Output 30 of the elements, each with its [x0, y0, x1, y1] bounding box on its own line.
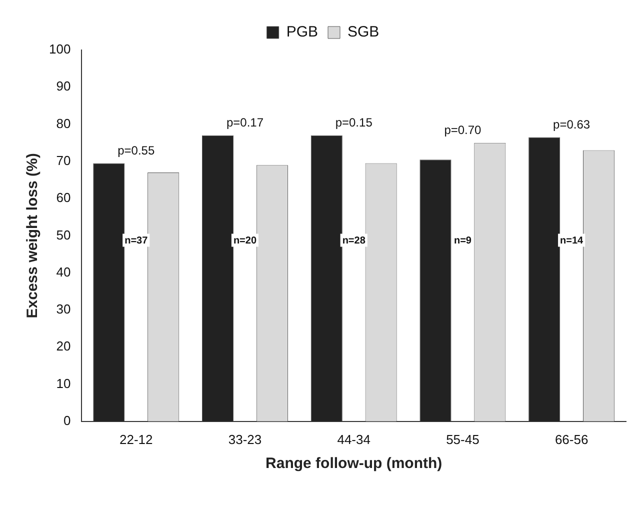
y-tick-label: 80	[56, 116, 71, 131]
y-tick-label: 70	[56, 153, 71, 168]
y-tick-label: 40	[56, 264, 71, 280]
x-tick-label: 44-34	[337, 432, 370, 447]
y-tick-label: 10	[56, 376, 71, 391]
y-tick-label: 90	[56, 78, 71, 94]
y-tick-label: 0	[63, 412, 71, 428]
y-axis-title: Excess weight loss (%)	[24, 153, 42, 318]
annotation: p=0.55	[118, 144, 155, 158]
x-tick-label: 22-12	[119, 432, 153, 447]
x-axis-title: Range follow-up (month)	[266, 455, 442, 472]
annotation: p=0.70	[444, 123, 482, 138]
annotation: n=9	[454, 235, 472, 246]
y-tick-label: 60	[56, 190, 71, 206]
annotation: p=0.15	[335, 116, 373, 130]
annotation: n=37	[124, 235, 148, 246]
x-tick-label: 33-23	[228, 432, 262, 447]
annotation: n=14	[560, 235, 584, 246]
y-tick-label: 30	[56, 302, 71, 317]
x-tick-label: 55-45	[446, 432, 480, 447]
legend-label: PGB	[286, 24, 318, 41]
legend-label: SGB	[348, 24, 380, 41]
x-tick-label: 66-56	[554, 432, 588, 447]
y-tick-label: 100	[48, 42, 71, 57]
annotation: p=0.63	[553, 118, 590, 132]
annotation: n=28	[342, 235, 366, 246]
annotation: n=20	[233, 235, 257, 246]
annotation: p=0.17	[226, 116, 264, 130]
y-tick-label: 20	[56, 338, 71, 354]
y-tick-label: 50	[56, 227, 71, 242]
